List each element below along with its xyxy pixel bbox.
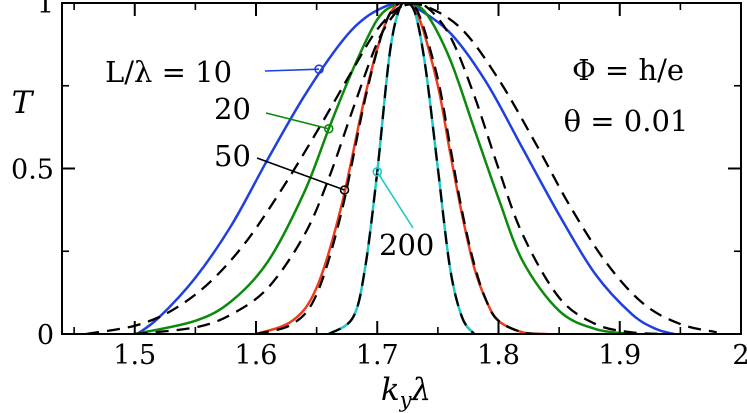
x-axis-label: kyλ	[381, 372, 431, 412]
leader-line-10	[264, 68, 320, 72]
axis-ticks	[62, 2, 742, 335]
tick-labels: 1.5 1.6 1.7 1.8 1.9 200.51	[11, 0, 747, 371]
series-line-20-dashed	[134, 3, 669, 334]
x-tick-label: 2	[732, 340, 747, 371]
plot-curves	[86, 3, 718, 334]
x-tick-label: 1.7	[356, 340, 399, 371]
y-tick-label: 1	[37, 0, 54, 20]
series-line-50	[255, 3, 548, 334]
marker-50	[339, 185, 350, 195]
y-tick-label: 0	[37, 320, 54, 351]
y-axis-label: T	[12, 85, 35, 121]
theta-annotation: θ = 0.01	[564, 104, 689, 138]
label-L50: 50	[214, 139, 251, 173]
leader-line-200	[376, 171, 414, 229]
x-tick-label: 1.8	[477, 340, 520, 371]
marker-200	[372, 167, 383, 177]
flux-annotation: Φ = h/e	[572, 53, 684, 87]
leader-line-50	[256, 157, 345, 191]
leader-line-20	[265, 112, 329, 130]
series-line-20	[134, 3, 633, 334]
series-line-50-dashed	[255, 3, 548, 334]
y-tick-label: 0.5	[11, 155, 54, 186]
marker-20	[323, 123, 334, 134]
series-line-10	[136, 3, 675, 334]
x-tick-label: 1.5	[113, 340, 156, 371]
label-L10: L/λ = 10	[105, 55, 232, 89]
x-tick-label: 1.6	[235, 340, 278, 371]
series-line-200-dashed	[328, 3, 476, 334]
x-tick-label: 1.9	[598, 340, 641, 371]
label-L200: 200	[379, 228, 434, 262]
curve-markers	[314, 64, 383, 195]
annotation-leaders	[256, 68, 414, 229]
label-L20: 20	[214, 92, 251, 126]
marker-10	[314, 64, 324, 74]
